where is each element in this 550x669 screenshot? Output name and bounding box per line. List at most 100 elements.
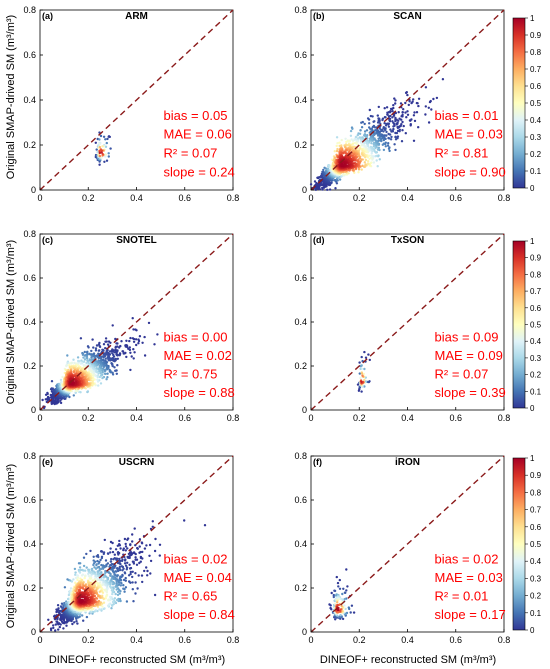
data-point	[386, 111, 389, 114]
data-point	[372, 143, 375, 146]
data-point	[341, 592, 344, 596]
stat-text: MAE = 0.06	[164, 127, 232, 142]
data-point	[101, 370, 104, 374]
data-point	[384, 128, 387, 131]
data-point	[344, 137, 347, 140]
data-point	[109, 551, 112, 554]
data-point	[97, 384, 100, 387]
data-point	[109, 586, 112, 589]
data-point	[108, 350, 112, 353]
x-tick-label: 0	[308, 413, 313, 423]
x-tick-label: 0.8	[498, 193, 511, 203]
data-point	[123, 572, 127, 575]
data-point	[427, 106, 430, 110]
data-point	[151, 520, 154, 523]
x-tick-label: 0.2	[353, 193, 366, 203]
data-point	[413, 119, 417, 123]
data-point	[95, 364, 98, 367]
data-point	[123, 562, 127, 565]
data-point	[79, 562, 82, 565]
x-tick-label: 0.2	[353, 635, 366, 645]
data-point	[138, 545, 141, 548]
data-point	[333, 589, 337, 593]
data-point	[129, 368, 132, 372]
data-point	[75, 588, 79, 591]
data-point	[114, 592, 117, 596]
data-point	[104, 595, 108, 598]
x-tick-label: 0	[37, 193, 42, 203]
data-point	[101, 567, 105, 570]
data-point	[143, 569, 146, 573]
data-point	[394, 119, 397, 123]
data-point	[406, 93, 409, 97]
data-point	[129, 351, 132, 354]
data-point	[432, 97, 435, 101]
data-point	[363, 130, 367, 133]
data-point	[132, 348, 135, 351]
stat-text: slope = 0.24	[164, 165, 235, 180]
data-point	[111, 583, 115, 586]
data-point	[333, 150, 336, 153]
data-point	[73, 567, 77, 571]
data-point	[370, 156, 373, 159]
data-point	[98, 602, 102, 605]
data-point	[123, 537, 127, 541]
data-point	[85, 566, 88, 569]
stat-text: bias = 0.09	[435, 329, 499, 344]
data-point	[363, 156, 367, 159]
data-point	[102, 576, 106, 579]
data-point	[345, 589, 348, 592]
data-point	[147, 321, 151, 325]
data-point	[388, 120, 392, 123]
data-point	[353, 171, 356, 174]
data-point	[145, 544, 148, 547]
data-point	[57, 628, 60, 631]
data-point	[89, 353, 92, 356]
data-point	[85, 351, 89, 354]
data-point	[347, 140, 350, 143]
data-point	[79, 362, 82, 365]
data-point	[95, 148, 98, 151]
data-point	[135, 329, 138, 332]
data-point	[149, 572, 152, 575]
panel-label: (c)	[42, 235, 53, 245]
data-point	[59, 401, 63, 405]
data-point	[135, 563, 139, 566]
data-point	[63, 586, 67, 589]
data-point	[85, 361, 88, 365]
data-point	[107, 359, 111, 362]
data-point	[427, 121, 431, 124]
data-point	[95, 344, 99, 347]
data-point	[127, 574, 131, 577]
data-point	[74, 571, 77, 574]
y-tick-label: 0	[31, 185, 36, 195]
data-point	[368, 131, 371, 134]
data-point	[107, 152, 110, 155]
data-point	[95, 603, 98, 606]
data-point	[128, 563, 131, 566]
data-point	[97, 368, 100, 371]
data-point	[115, 353, 119, 357]
data-point	[125, 339, 128, 342]
data-point	[404, 132, 407, 135]
data-point	[113, 553, 117, 556]
data-point	[369, 127, 372, 131]
data-point	[128, 567, 132, 570]
data-point	[360, 390, 363, 393]
data-point	[408, 119, 412, 122]
data-point	[92, 563, 95, 567]
data-point	[401, 120, 404, 124]
data-point	[335, 575, 338, 579]
data-point	[111, 541, 114, 545]
data-point	[82, 564, 86, 568]
x-tick-label: 0	[308, 635, 313, 645]
y-tick-label: 0.8	[294, 5, 307, 15]
data-point	[98, 163, 101, 166]
data-point	[341, 149, 344, 152]
data-point	[103, 372, 107, 375]
data-point	[382, 127, 385, 130]
data-point	[131, 533, 134, 536]
data-point	[395, 123, 398, 126]
data-point	[98, 608, 101, 611]
